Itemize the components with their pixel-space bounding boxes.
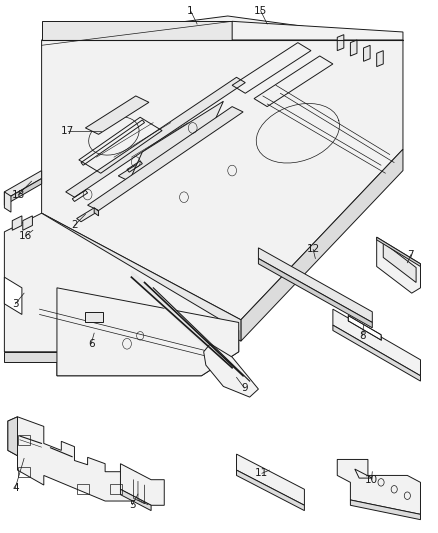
Polygon shape	[4, 192, 11, 212]
Text: 15: 15	[254, 6, 267, 15]
Polygon shape	[377, 237, 420, 293]
Text: 9: 9	[241, 383, 248, 393]
Polygon shape	[88, 107, 243, 211]
Polygon shape	[23, 216, 32, 230]
Polygon shape	[12, 216, 22, 230]
Text: 16: 16	[19, 231, 32, 241]
Polygon shape	[85, 312, 103, 322]
Polygon shape	[4, 277, 22, 314]
Text: 12: 12	[307, 245, 320, 254]
Polygon shape	[120, 464, 164, 505]
Polygon shape	[120, 489, 151, 511]
Text: 18: 18	[12, 190, 25, 199]
Polygon shape	[348, 316, 381, 340]
Polygon shape	[4, 171, 42, 200]
Polygon shape	[4, 213, 239, 376]
Bar	[110, 484, 122, 494]
Polygon shape	[337, 459, 420, 514]
Polygon shape	[8, 417, 18, 456]
Text: 6: 6	[88, 339, 95, 349]
Polygon shape	[377, 51, 383, 67]
Polygon shape	[4, 179, 42, 205]
Text: 10: 10	[365, 475, 378, 484]
Polygon shape	[350, 500, 420, 520]
Polygon shape	[377, 237, 420, 266]
Polygon shape	[333, 325, 420, 381]
Polygon shape	[118, 125, 210, 181]
Text: 11: 11	[255, 469, 268, 478]
Polygon shape	[77, 208, 99, 222]
Bar	[18, 435, 30, 445]
Text: 3: 3	[12, 299, 19, 309]
Polygon shape	[258, 248, 372, 322]
Polygon shape	[85, 96, 149, 134]
Polygon shape	[8, 417, 136, 501]
Text: 4: 4	[12, 483, 19, 492]
Polygon shape	[237, 470, 304, 511]
Polygon shape	[241, 149, 403, 341]
Text: 5: 5	[129, 500, 136, 510]
Polygon shape	[57, 288, 239, 376]
Text: 2: 2	[71, 221, 78, 230]
Text: 1: 1	[187, 6, 194, 15]
Text: 8: 8	[359, 331, 366, 341]
Polygon shape	[66, 77, 245, 197]
Polygon shape	[232, 21, 403, 40]
Text: 17: 17	[61, 126, 74, 135]
Bar	[77, 484, 89, 494]
Polygon shape	[94, 208, 99, 216]
Polygon shape	[258, 259, 372, 328]
Polygon shape	[42, 16, 403, 320]
Polygon shape	[383, 243, 416, 282]
Polygon shape	[204, 344, 258, 397]
Bar	[18, 467, 30, 477]
Polygon shape	[42, 213, 241, 341]
Polygon shape	[333, 309, 420, 376]
Polygon shape	[364, 45, 370, 61]
Polygon shape	[350, 40, 357, 56]
Polygon shape	[237, 454, 304, 505]
Polygon shape	[42, 21, 232, 40]
Polygon shape	[337, 35, 344, 51]
Polygon shape	[4, 352, 57, 362]
Polygon shape	[129, 101, 223, 181]
Text: 7: 7	[407, 250, 414, 260]
